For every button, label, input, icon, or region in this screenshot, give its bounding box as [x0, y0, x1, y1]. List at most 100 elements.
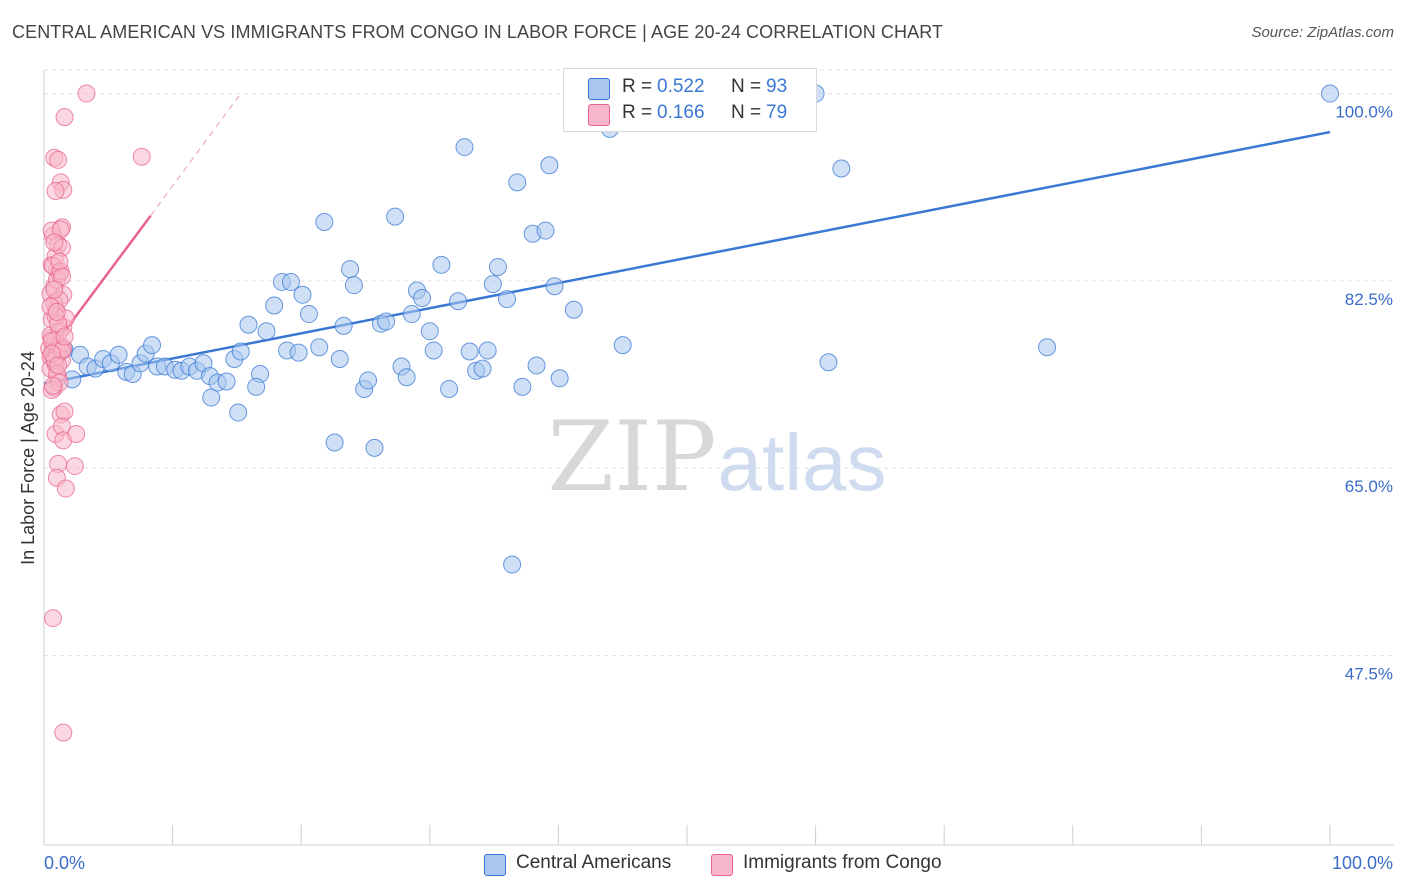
- data-point: [508, 173, 527, 192]
- watermark-zip: ZIP: [547, 401, 716, 513]
- data-point: [50, 252, 69, 271]
- stats-legend: R = 0.522 N = 93 R = 0.166 N = 79: [563, 68, 817, 132]
- data-point: [229, 403, 248, 422]
- data-point: [540, 156, 559, 175]
- data-point: [432, 255, 451, 274]
- legend-n-label: N =: [731, 102, 762, 123]
- legend-r-label: R =: [622, 102, 653, 123]
- data-point: [132, 147, 151, 166]
- data-point: [564, 300, 583, 319]
- data-point: [55, 402, 74, 421]
- data-point: [49, 356, 68, 375]
- data-point: [293, 285, 312, 304]
- data-point: [397, 368, 416, 387]
- data-point: [536, 221, 555, 240]
- legend-r-label: R =: [622, 76, 653, 97]
- data-point: [455, 138, 474, 157]
- data-point: [143, 336, 162, 355]
- data-point: [413, 289, 432, 308]
- data-point: [44, 376, 63, 395]
- x-tick-label-end: 100.0%: [1332, 853, 1393, 873]
- series-congo: [40, 84, 151, 742]
- data-point: [315, 213, 334, 232]
- data-point: [56, 479, 75, 498]
- data-point: [330, 350, 349, 369]
- data-point: [265, 296, 284, 315]
- data-point: [832, 159, 851, 178]
- data-point: [613, 336, 632, 355]
- data-point: [488, 257, 507, 276]
- data-point: [77, 84, 96, 103]
- data-point: [49, 150, 68, 169]
- data-point: [247, 377, 266, 396]
- data-point: [325, 433, 344, 452]
- data-point: [359, 371, 378, 390]
- data-point: [65, 457, 84, 476]
- data-point: [46, 181, 65, 200]
- data-point: [513, 377, 532, 396]
- y-tick-label: 100.0%: [1335, 103, 1393, 122]
- legend-swatch-blue: [484, 854, 506, 876]
- data-point: [217, 372, 236, 391]
- legend-n-value: 79: [766, 102, 788, 123]
- legend-r-value: 0.166: [657, 102, 705, 123]
- data-point: [231, 342, 250, 361]
- data-point: [1038, 338, 1057, 357]
- data-point: [54, 723, 73, 742]
- data-point: [440, 379, 459, 398]
- watermark: ZIP atlas: [547, 401, 886, 513]
- y-tick-label: 82.5%: [1345, 290, 1393, 309]
- data-point: [341, 260, 360, 279]
- data-point: [424, 341, 443, 360]
- data-point: [299, 305, 318, 324]
- data-point: [545, 277, 564, 296]
- legend-swatch-blue: [588, 78, 610, 100]
- legend-swatch-pink: [711, 854, 733, 876]
- data-point: [483, 275, 502, 294]
- data-point: [67, 424, 86, 443]
- data-point: [386, 207, 405, 226]
- data-point: [478, 341, 497, 360]
- data-point: [202, 388, 221, 407]
- data-point: [239, 315, 258, 334]
- trend-group-central-americans: [43, 130, 1331, 385]
- watermark-atlas: atlas: [718, 418, 887, 507]
- source-label: Source: ZipAtlas.com: [1251, 24, 1394, 41]
- legend-r-value: 0.522: [657, 76, 705, 97]
- data-point: [402, 305, 421, 324]
- data-point: [365, 438, 384, 457]
- data-point: [377, 312, 396, 331]
- data-point: [334, 316, 353, 335]
- axis-labels: 47.5% 65.0% 82.5% 100.0% 0.0% 100.0% In Labor …: [18, 103, 1393, 873]
- legend-n-value: 93: [766, 76, 788, 97]
- trend-line-central-americans: [43, 130, 1331, 385]
- chart-title: CENTRAL AMERICAN VS IMMIGRANTS FROM CONG…: [12, 22, 944, 42]
- data-point: [310, 338, 329, 357]
- axes: [43, 70, 1394, 846]
- data-point: [109, 345, 128, 364]
- legend-n-label: N =: [731, 76, 762, 97]
- data-point: [449, 292, 468, 311]
- x-tick-label-start: 0.0%: [44, 853, 85, 873]
- legend-swatch-pink: [588, 104, 610, 126]
- data-point: [257, 322, 276, 341]
- data-point: [344, 276, 363, 295]
- trend-line-congo-extension: [150, 93, 242, 216]
- data-point: [497, 290, 516, 309]
- data-point: [819, 353, 838, 372]
- data-point: [1321, 84, 1339, 103]
- data-point: [47, 302, 66, 321]
- data-point: [527, 356, 546, 375]
- legend-label-central-americans: Central Americans: [516, 852, 672, 873]
- data-point: [55, 108, 74, 127]
- data-point: [550, 369, 569, 388]
- data-point: [44, 609, 63, 628]
- data-point: [420, 322, 439, 341]
- data-point: [45, 233, 64, 252]
- data-point: [45, 280, 64, 299]
- data-point: [55, 327, 74, 346]
- data-point: [503, 555, 522, 574]
- legend-label-congo: Immigrants from Congo: [743, 852, 942, 873]
- y-tick-label: 65.0%: [1345, 477, 1393, 496]
